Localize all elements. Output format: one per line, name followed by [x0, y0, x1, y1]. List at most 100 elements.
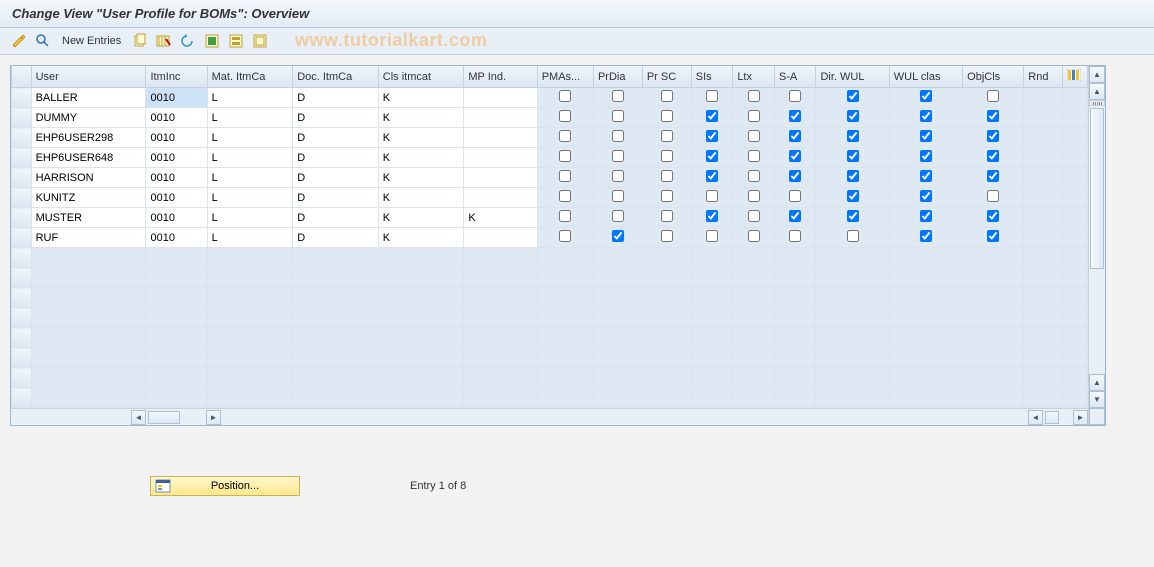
cell-user[interactable]: RUF — [31, 228, 146, 248]
row-selector[interactable] — [12, 128, 32, 148]
cell-dirwul[interactable] — [816, 168, 889, 188]
new-entries-button[interactable]: New Entries — [58, 35, 125, 47]
cell-clsitmcat[interactable]: K — [378, 148, 464, 168]
cell-pmas[interactable] — [537, 128, 593, 148]
cell-matitmca[interactable]: L — [207, 148, 293, 168]
cell-rnd[interactable] — [1024, 148, 1063, 168]
checkbox-wulclas[interactable] — [920, 170, 932, 182]
checkbox-sis[interactable] — [706, 210, 718, 222]
cell-itminc[interactable]: 0010 — [146, 108, 207, 128]
checkbox-sis[interactable] — [706, 130, 718, 142]
cell-sis[interactable] — [691, 88, 733, 108]
table-row[interactable]: DUMMY0010LDK — [12, 108, 1088, 128]
cell-prdia[interactable] — [593, 188, 642, 208]
cell-wulclas[interactable] — [889, 228, 962, 248]
checkbox-pmas[interactable] — [559, 210, 571, 222]
table-row[interactable]: BALLER0010LDK — [12, 88, 1088, 108]
scroll-left-icon[interactable]: ◄ — [1028, 410, 1043, 425]
cell-ltx[interactable] — [733, 168, 775, 188]
row-selector[interactable] — [12, 208, 32, 228]
cell-prsc[interactable] — [642, 108, 691, 128]
cell-docitmca[interactable]: D — [293, 228, 379, 248]
cell-prsc[interactable] — [642, 188, 691, 208]
cell-user[interactable]: EHP6USER298 — [31, 128, 146, 148]
cell-prdia[interactable] — [593, 128, 642, 148]
scroll-down-icon[interactable]: ▼ — [1089, 391, 1105, 408]
hscroll-thumb[interactable] — [1045, 411, 1059, 424]
cell-ltx[interactable] — [733, 128, 775, 148]
cell-dirwul[interactable] — [816, 228, 889, 248]
cell-dirwul[interactable] — [816, 208, 889, 228]
row-selector[interactable] — [12, 148, 32, 168]
cell-clsitmcat[interactable]: K — [378, 208, 464, 228]
checkbox-wulclas[interactable] — [920, 210, 932, 222]
checkbox-dirwul[interactable] — [847, 230, 859, 242]
scroll-up-icon[interactable]: ▲ — [1089, 66, 1105, 83]
checkbox-prsc[interactable] — [661, 190, 673, 202]
cell-objcls[interactable] — [963, 168, 1024, 188]
col-header-prdia[interactable]: PrDia — [593, 66, 642, 88]
cell-matitmca[interactable]: L — [207, 208, 293, 228]
cell-mpind[interactable] — [464, 128, 537, 148]
checkbox-prdia[interactable] — [612, 230, 624, 242]
cell-pmas[interactable] — [537, 108, 593, 128]
cell-docitmca[interactable]: D — [293, 148, 379, 168]
cell-mpind[interactable] — [464, 188, 537, 208]
cell-objcls[interactable] — [963, 148, 1024, 168]
checkbox-prdia[interactable] — [612, 190, 624, 202]
checkbox-dirwul[interactable] — [847, 210, 859, 222]
checkbox-sa[interactable] — [789, 150, 801, 162]
select-block-icon[interactable] — [227, 32, 245, 50]
cell-ltx[interactable] — [733, 88, 775, 108]
cell-prsc[interactable] — [642, 128, 691, 148]
cell-prdia[interactable] — [593, 148, 642, 168]
col-header-sa[interactable]: S-A — [774, 66, 816, 88]
cell-ltx[interactable] — [733, 148, 775, 168]
cell-mpind[interactable] — [464, 228, 537, 248]
cell-dirwul[interactable] — [816, 128, 889, 148]
checkbox-dirwul[interactable] — [847, 170, 859, 182]
checkbox-sa[interactable] — [789, 130, 801, 142]
cell-user[interactable]: EHP6USER648 — [31, 148, 146, 168]
cell-prsc[interactable] — [642, 88, 691, 108]
cell-itminc[interactable]: 0010 — [146, 208, 207, 228]
checkbox-ltx[interactable] — [748, 230, 760, 242]
cell-objcls[interactable] — [963, 88, 1024, 108]
cell-mpind[interactable] — [464, 88, 537, 108]
col-header-prsc[interactable]: Pr SC — [642, 66, 691, 88]
cell-sa[interactable] — [774, 108, 816, 128]
cell-pmas[interactable] — [537, 188, 593, 208]
checkbox-objcls[interactable] — [987, 170, 999, 182]
horizontal-scrollbar[interactable]: ◄ ► ◄ ► — [11, 408, 1088, 425]
cell-ltx[interactable] — [733, 188, 775, 208]
cell-wulclas[interactable] — [889, 208, 962, 228]
checkbox-prdia[interactable] — [612, 130, 624, 142]
cell-itminc[interactable]: 0010 — [146, 128, 207, 148]
cell-pmas[interactable] — [537, 228, 593, 248]
cell-docitmca[interactable]: D — [293, 188, 379, 208]
checkbox-ltx[interactable] — [748, 90, 760, 102]
checkbox-objcls[interactable] — [987, 150, 999, 162]
checkbox-sis[interactable] — [706, 110, 718, 122]
cell-mpind[interactable] — [464, 168, 537, 188]
checkbox-ltx[interactable] — [748, 110, 760, 122]
col-header-clsitmcat[interactable]: Cls itmcat — [378, 66, 464, 88]
checkbox-wulclas[interactable] — [920, 110, 932, 122]
row-selector[interactable] — [12, 88, 32, 108]
table-row[interactable]: EHP6USER2980010LDK — [12, 128, 1088, 148]
cell-sis[interactable] — [691, 208, 733, 228]
checkbox-pmas[interactable] — [559, 150, 571, 162]
cell-matitmca[interactable]: L — [207, 228, 293, 248]
row-selector[interactable] — [12, 108, 32, 128]
checkbox-prsc[interactable] — [661, 150, 673, 162]
cell-rnd[interactable] — [1024, 168, 1063, 188]
cell-user[interactable]: KUNITZ — [31, 188, 146, 208]
cell-objcls[interactable] — [963, 128, 1024, 148]
scroll-down-icon[interactable]: ▲ — [1089, 374, 1105, 391]
cell-dirwul[interactable] — [816, 188, 889, 208]
cell-rnd[interactable] — [1024, 188, 1063, 208]
vscroll-thumb[interactable] — [1090, 108, 1104, 269]
cell-sa[interactable] — [774, 228, 816, 248]
checkbox-ltx[interactable] — [748, 150, 760, 162]
col-header-sis[interactable]: SIs — [691, 66, 733, 88]
